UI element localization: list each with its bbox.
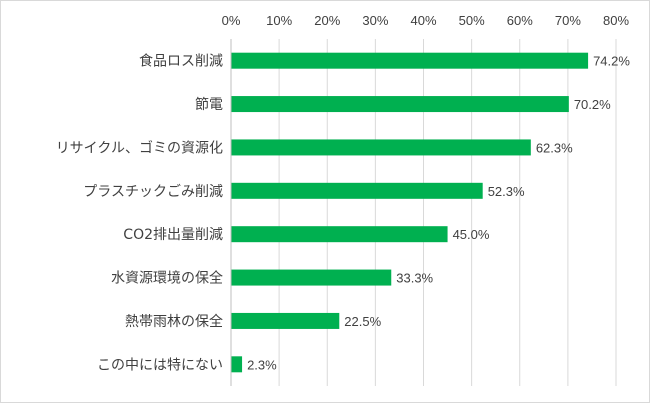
bar [231, 356, 243, 373]
bar [231, 52, 589, 69]
x-tick-label: 60% [507, 13, 533, 28]
x-tick-label: 50% [459, 13, 485, 28]
x-tick-label: 70% [555, 13, 581, 28]
gridlines [278, 39, 617, 386]
data-label: 22.5% [344, 314, 381, 329]
category-label: CO2排出量削減 [123, 226, 223, 243]
x-tick-label: 30% [362, 13, 388, 28]
data-label: 70.2% [574, 97, 611, 112]
x-tick-label: 40% [410, 13, 436, 28]
x-tick-label: 0% [222, 13, 241, 28]
category-label: 食品ロス削減 [139, 53, 223, 70]
bars [231, 52, 589, 373]
x-tick-label: 20% [314, 13, 340, 28]
bar [231, 269, 392, 286]
x-tick-label: 80% [603, 13, 629, 28]
bar [231, 182, 483, 199]
category-label: プラスチックごみ削減 [83, 183, 223, 200]
category-label: この中には特にない [97, 357, 223, 373]
category-label: 熱帯雨林の保全 [125, 313, 223, 330]
bar [231, 312, 340, 329]
data-label: 62.3% [536, 140, 573, 155]
data-label: 2.3% [247, 357, 277, 372]
bar [231, 139, 531, 156]
value-labels: 74.2% 70.2% 62.3% 52.3% 45.0% 33.3% 22.5% 2.3% [247, 54, 630, 373]
bar [231, 96, 569, 113]
category-label: 水資源環境の保全 [111, 270, 223, 287]
data-label: 52.3% [488, 184, 525, 199]
bar [231, 226, 448, 243]
data-label: 33.3% [396, 271, 433, 286]
category-label: 節電 [195, 96, 223, 113]
x-axis-ticks: 0% 10% 20% 30% 40% 50% 60% 70% 80% [222, 13, 630, 28]
data-label: 45.0% [453, 227, 490, 242]
category-label: リサイクル、ゴミの資源化 [56, 139, 223, 156]
x-tick-label: 10% [266, 13, 292, 28]
data-label: 74.2% [593, 54, 630, 69]
